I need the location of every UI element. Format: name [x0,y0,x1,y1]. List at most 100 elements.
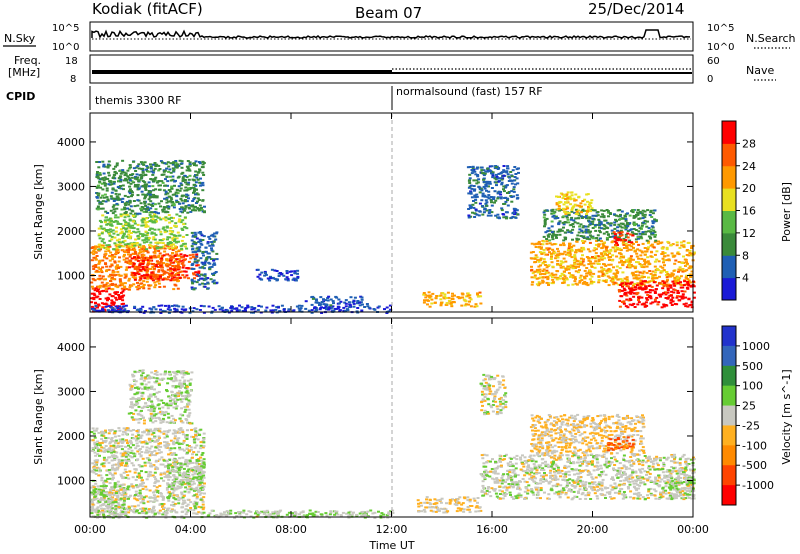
data-cell [164,211,168,214]
data-cell [500,171,503,174]
freq-frame [89,54,694,84]
data-cell [165,201,169,204]
data-cell [149,193,153,196]
data-cell [208,268,212,271]
colorbar-segment [722,255,736,279]
data-cell [199,304,203,307]
data-cell [576,213,580,216]
data-cell [159,160,163,163]
colorbar-segment [722,232,736,256]
data-cell [623,289,627,291]
data-cell [184,199,187,201]
data-cell [157,304,161,307]
data-cell [146,207,149,210]
data-cell [669,284,673,287]
data-cell [456,296,460,298]
data-cell [449,302,453,305]
data-cell [566,196,570,198]
data-cell [590,235,594,238]
data-cell [173,180,177,183]
data-cell [669,299,673,302]
data-cell [193,231,197,234]
data-cell [195,261,199,264]
data-cell [102,284,106,287]
data-cell [542,248,546,251]
data-cell [623,277,627,280]
data-cell [196,491,200,494]
data-cell [646,294,650,296]
data-cell [144,471,148,474]
data-cell [537,260,541,263]
data-cell [499,196,503,199]
data-cell [116,265,120,268]
data-cell [474,173,478,176]
data-cell [645,298,649,301]
data-cell [494,199,498,202]
data-cell [573,254,577,257]
data-cell [475,167,479,170]
data-cell [553,251,557,254]
data-cell [114,291,118,294]
data-cell [545,269,549,272]
data-cell [557,221,561,224]
data-cell [579,249,583,252]
data-cell [141,508,145,511]
data-cell [322,303,326,306]
data-cell [496,177,500,180]
data-cell [149,245,153,248]
data-cell [562,226,565,229]
data-cell [109,195,113,198]
data-cell [168,190,172,193]
data-cell [575,240,579,243]
data-cell [95,173,99,175]
data-cell [133,248,137,251]
data-cell [580,250,584,253]
data-cell [170,494,173,497]
data-cell [560,208,564,211]
data-cell [113,210,117,213]
data-cell [129,226,133,229]
data-cell [675,241,679,244]
data-cell [647,280,651,283]
data-cell [96,450,100,453]
data-cell [150,231,154,234]
data-cell [653,260,657,263]
data-cell [512,211,515,214]
data-cell [587,230,590,233]
data-cell [580,279,584,282]
data-cell [485,204,489,207]
data-cell [517,171,520,174]
data-cell [687,279,691,282]
data-cell [194,205,197,208]
data-cell [643,288,647,291]
data-cell [677,270,680,273]
data-cell [94,256,97,259]
data-cell [172,470,176,473]
data-cell [157,274,161,277]
data-cell [201,282,204,285]
data-cell [104,200,108,203]
data-cell [616,226,620,229]
data-cell [339,300,343,303]
colorbar-segment [722,143,736,167]
data-cell [481,172,485,175]
data-cell [190,239,194,242]
data-cell [145,217,148,220]
data-cell [568,230,572,233]
data-cell [558,233,562,236]
data-cell [209,258,213,260]
data-cell [142,259,145,262]
data-cell [617,283,621,286]
data-cell [659,295,662,298]
data-cell [126,261,130,264]
data-cell [114,220,118,222]
data-cell [476,292,479,295]
data-cell [568,246,572,249]
data-cell [665,259,669,262]
data-cell [148,470,152,473]
data-cell [617,215,621,218]
data-cell [361,303,364,306]
data-cell [169,179,173,182]
data-cell [489,199,493,202]
data-cell [107,268,111,271]
